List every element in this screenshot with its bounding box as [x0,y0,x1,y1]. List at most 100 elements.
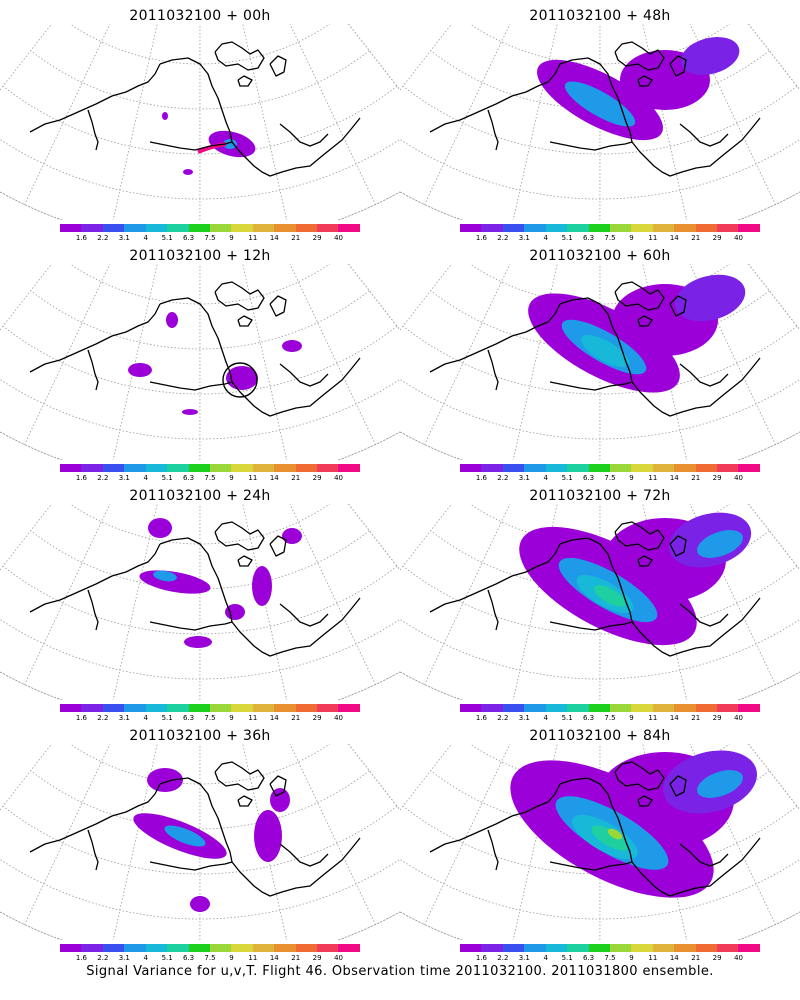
colorbar-swatch [145,464,168,472]
colorbar-tick-label: 4 [543,954,548,962]
colorbar-swatch [588,464,610,472]
coastline [87,109,99,151]
highlight-circle [222,362,258,398]
colorbar-swatch [209,944,232,952]
colorbar-swatch [124,224,146,232]
coastline [637,795,653,807]
colorbar-tick-label: 4 [543,714,548,722]
colorbar-tick-label: 4 [143,474,148,482]
map-boundary [400,264,800,460]
colorbar-tick-label: 2.2 [497,954,509,962]
colorbar-swatch [588,944,610,952]
variance-patch [282,340,302,352]
lat-lon-grid [0,504,400,700]
colorbar-swatch [524,464,546,472]
colorbar-swatch [738,704,760,712]
panel-title: 2011032100 + 84h [529,728,671,744]
colorbar [460,944,760,952]
colorbar-tick-label: 14 [669,234,679,242]
coastline [231,597,361,657]
variance-patch [270,788,290,812]
polar-map [0,504,400,700]
coastline [429,63,561,133]
meridian [24,744,111,925]
variance-core [697,770,743,798]
coastline [87,589,99,631]
colorbar-swatch [695,464,718,472]
coastline [231,117,361,177]
colorbar-swatch [717,464,739,472]
colorbar-swatch [81,464,103,472]
meridian [424,24,511,205]
colorbar-swatch [545,704,568,712]
signal-variance-field [528,274,746,393]
coastline [29,543,161,613]
colorbar-swatch [209,704,232,712]
colorbar-tick-label: 3.1 [518,234,530,242]
meridian [24,264,111,445]
colorbar-tick-label: 1.6 [75,234,87,242]
coastline [614,761,665,791]
colorbar-tick-label: 1.6 [475,954,487,962]
colorbar-swatch [81,224,103,232]
colorbar-swatch [124,944,146,952]
meridian [289,744,376,925]
colorbar-swatch [167,464,189,472]
variance-core [594,585,626,607]
colorbar-labels: 1.6 2.2 3.1 4 5.1 6.3 7.5 9 11 14 21 29 40 [460,714,760,724]
colorbar-tick-label: 29 [712,714,722,722]
latitude-circle [469,24,731,65]
colorbar-swatch [481,224,503,232]
colorbar-tick-label: 6.3 [182,474,195,482]
colorbar-tick-label: 29 [712,234,722,242]
coastline [87,829,99,871]
variance-patch [184,636,212,648]
colorbar-swatch [60,704,82,712]
latitude-circle [69,264,331,305]
colorbar-swatch [631,704,653,712]
meridian [24,24,111,205]
variance-patch [139,570,211,594]
colorbar-tick-label: 14 [269,954,279,962]
colorbar-tick-label: 40 [734,234,744,242]
colorbar-tick-label: 14 [669,954,679,962]
colorbar-tick-label: 1.6 [75,954,87,962]
panel-title: 2011032100 + 36h [129,728,271,744]
signal-variance-field [510,750,758,898]
variance-patch [166,312,178,328]
colorbar-tick-label: 29 [312,474,322,482]
variance-patch [254,810,282,862]
map-boundary [0,24,400,220]
colorbar-swatch [295,704,318,712]
coastline [214,281,265,311]
meridian [242,504,288,700]
colorbar-tick-label: 40 [334,954,344,962]
colorbar-swatch [231,464,253,472]
colorbar-tick-label: 4 [143,234,148,242]
colorbar-swatch [567,224,589,232]
signal-variance-field [536,36,740,141]
coastline [549,861,633,871]
coastline [159,297,233,383]
colorbar-tick-label: 6.3 [182,714,195,722]
colorbar-swatch [145,704,168,712]
colorbar-labels: 1.6 2.2 3.1 4 5.1 6.3 7.5 9 11 14 21 29 40 [460,474,760,484]
variance-patch [225,604,245,620]
colorbar-tick-label: 3.1 [118,714,130,722]
polar-map [400,504,800,700]
colorbar-swatch [167,704,189,712]
lat-lon-grid [0,24,400,220]
forecast-panel: 2011032100 + 36h 1.6 2.2 3.1 4 5.1 6.3 7.5 9 11 14… [0,720,400,962]
colorbar-swatch [188,224,210,232]
colorbar-tick-label: 7.5 [604,954,616,962]
colorbar-tick-label: 29 [312,954,322,962]
colorbar-swatch [274,944,296,952]
colorbar-tick-label: 21 [291,954,301,962]
colorbar-tick-label: 11 [648,234,658,242]
colorbar-swatch [631,944,653,952]
colorbar-labels: 1.6 2.2 3.1 4 5.1 6.3 7.5 9 11 14 21 29 40 [60,714,360,724]
coastline [487,829,499,871]
colorbar-swatch [188,704,210,712]
coastline [669,535,687,557]
